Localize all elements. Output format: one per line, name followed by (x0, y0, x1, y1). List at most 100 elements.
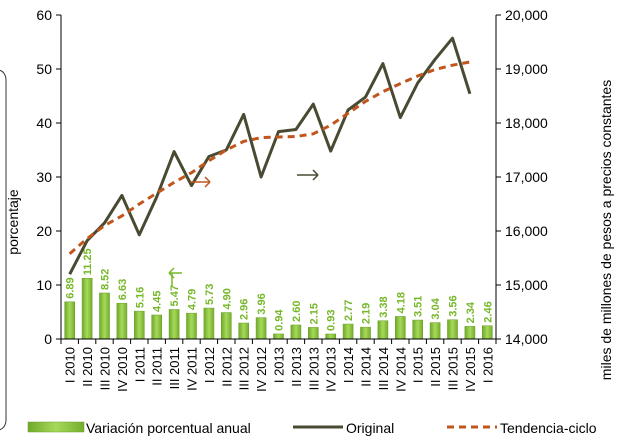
x-tick-label: III 2013 (306, 347, 321, 390)
left-frame-edge (0, 69, 7, 431)
y-tick-label: 0 (44, 331, 52, 347)
x-tick-label: I 2015 (411, 347, 426, 383)
bar (377, 320, 389, 340)
y2-tick-label: 20,000 (505, 7, 548, 23)
x-tick-label: II 2011 (150, 347, 165, 386)
bar (168, 309, 180, 340)
bar-data-label: 3.38 (378, 296, 390, 317)
y-tick-label: 20 (36, 223, 52, 239)
bar (464, 326, 476, 340)
bar-data-label: 4.45 (152, 291, 164, 312)
bar (151, 314, 162, 340)
bar-series (64, 278, 493, 340)
bar (81, 278, 93, 340)
y-tick-label: 50 (36, 61, 52, 77)
y-tick-label: 60 (36, 7, 52, 23)
y-tick-label: 30 (36, 169, 52, 185)
bar-data-label: 6.89 (65, 277, 77, 298)
bar-data-label: 3.51 (413, 296, 425, 317)
y-axis-title: porcentaje (5, 189, 21, 255)
axes: 0 10 20 30 40 50 60 14,000 15,000 16,000 17,000 18,… (36, 7, 548, 392)
legend-label: Original (346, 420, 394, 436)
x-tick-label: IV 2014 (393, 347, 408, 392)
legend-swatch-bar (27, 421, 85, 433)
left-axis-arrow-head (168, 267, 175, 274)
x-tick-label: I 2011 (132, 347, 147, 382)
bar (308, 327, 319, 340)
y2-tick-label: 15,000 (505, 277, 548, 293)
axis-arrows (168, 169, 319, 287)
bar-data-label: 3.04 (430, 297, 442, 319)
x-tick-label: I 2012 (202, 347, 217, 383)
bar (203, 307, 215, 340)
bar-data-label: 2.34 (465, 301, 477, 323)
x-tick-label: IV 2012 (254, 347, 269, 392)
bar (429, 322, 441, 340)
bar-data-label: 2.60 (291, 301, 303, 322)
y2-tick-label: 16,000 (505, 223, 548, 239)
bar-data-label: 5.16 (134, 287, 146, 308)
bar-data-label: 2.19 (361, 303, 373, 324)
legend-label: Tendencia-ciclo (500, 420, 597, 436)
bar (186, 312, 197, 340)
bar (447, 319, 458, 340)
bar (273, 333, 284, 340)
x-tick-label: II 2014 (359, 347, 374, 387)
y-tick-label: 40 (36, 115, 52, 131)
right-axis-arrow-head (312, 174, 319, 181)
bar-data-label: 11.25 (82, 248, 94, 275)
bar-data-label: 0.94 (274, 309, 286, 331)
bar (99, 292, 110, 340)
bar-data-label: 3.96 (256, 293, 268, 314)
legend: Variación porcentual anual Original Tenden… (27, 420, 597, 436)
x-tick-label: I 2014 (341, 347, 356, 383)
x-tick-label: II 2012 (219, 347, 234, 387)
bar (342, 323, 354, 340)
bar-data-label: 4.90 (221, 288, 233, 309)
bar-data-label: 3.56 (448, 295, 460, 316)
bar-data-label: 2.77 (343, 300, 355, 321)
x-tick-label: II 2013 (289, 347, 304, 387)
x-tick-label: I 2013 (272, 347, 287, 383)
x-tick-label: II 2015 (428, 347, 443, 387)
bar-data-label: 4.79 (187, 289, 199, 310)
x-tick-label: I 2010 (63, 347, 78, 383)
bar-data-label: 2.96 (239, 299, 251, 320)
line-series (68, 36, 472, 275)
y2-tick-label: 17,000 (505, 169, 548, 185)
bar (134, 310, 145, 340)
x-tick-label: II 2010 (80, 347, 95, 387)
bar-data-label: 5.73 (204, 284, 216, 305)
y2-tick-label: 19,000 (505, 61, 548, 77)
y-tick-label: 10 (36, 277, 52, 293)
x-tick-label: IV 2010 (115, 347, 130, 392)
bar-data-label: 2.15 (308, 303, 320, 324)
bar (221, 312, 232, 340)
bar (255, 317, 267, 340)
x-tick-label: III 2014 (376, 347, 391, 390)
x-tick-label: III 2012 (237, 347, 252, 390)
bar-data-label: 6.63 (117, 279, 129, 300)
bar-data-label: 4.18 (395, 292, 407, 313)
bar (412, 319, 423, 340)
bar (482, 325, 493, 340)
x-tick-label: III 2011 (167, 347, 182, 389)
bar (64, 301, 75, 340)
bar (290, 324, 302, 340)
bar-data-label: 2.46 (482, 301, 494, 322)
x-tick-label: III 2010 (98, 347, 113, 390)
y2-axis-title: miles de millones de pesos a precios con… (598, 80, 614, 380)
x-tick-label: IV 2011 (185, 347, 200, 391)
bar (238, 322, 249, 340)
y2-tick-label: 14,000 (505, 331, 548, 347)
original-line (68, 36, 472, 275)
x-tick-label: IV 2013 (324, 347, 339, 392)
x-tick-label: III 2015 (446, 347, 461, 390)
bar-data-label: 5.47 (169, 285, 181, 306)
bar-data-label: 8.52 (100, 269, 112, 290)
bar-data-label: 0.93 (326, 310, 338, 331)
legend-label: Variación porcentual anual (86, 420, 251, 436)
bar (360, 326, 371, 340)
x-tick-label: IV 2015 (463, 347, 478, 392)
